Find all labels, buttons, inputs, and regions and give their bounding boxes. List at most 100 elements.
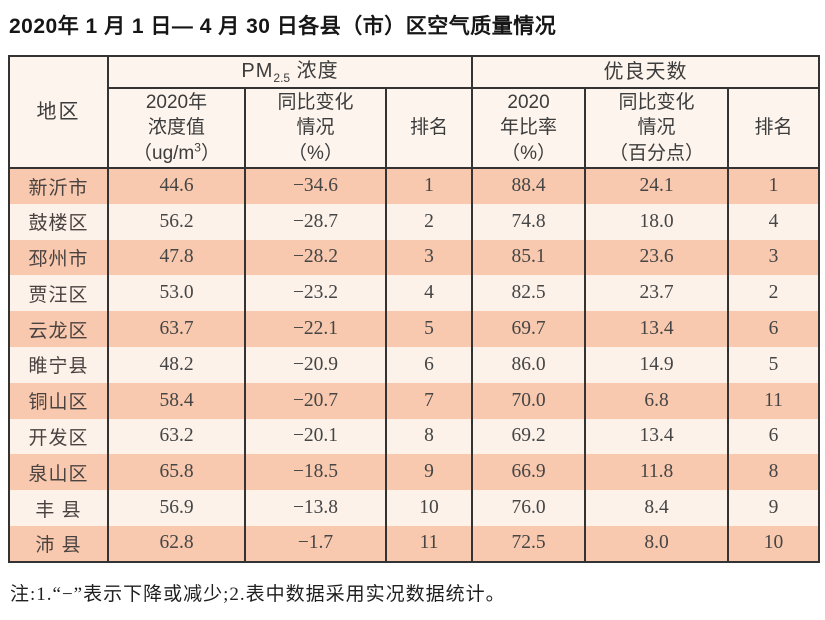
pm-change-cell: −1.7 (244, 525, 387, 562)
header-line: （百分点） (609, 142, 705, 164)
header-line: 2020年 (145, 92, 208, 114)
pm-value-cell: 62.8 (107, 525, 246, 562)
pm-value-cell: 58.4 (107, 382, 246, 419)
pm-rank-cell: 3 (384, 239, 474, 276)
days-change-cell: 23.6 (584, 239, 730, 276)
pm-change-cell: −22.1 (244, 311, 387, 347)
days-rank-cell: 8 (727, 454, 821, 491)
col-header-days-rate: 2020 年比率 （%） (471, 88, 587, 169)
pm-rank-cell: 8 (384, 418, 474, 455)
pm-rank-cell: 9 (384, 454, 474, 491)
pm-value-cell: 65.8 (107, 454, 246, 491)
header-group-row: 地区 PM2.5 浓度 优良天数 (8, 56, 821, 169)
days-change-cell: 11.8 (584, 454, 730, 491)
table-row: 邳州市 47.8 −28.2 3 85.1 23.6 3 (8, 239, 821, 276)
pm-rank-cell: 6 (384, 346, 474, 383)
pm-change-cell: −23.2 (244, 275, 387, 312)
region-cell: 铜山区 (8, 382, 109, 419)
col-header-days-change: 同比变化 情况 （百分点） (584, 88, 730, 169)
header-line: 年比率 (500, 117, 558, 139)
days-rank-cell: 10 (727, 525, 821, 562)
days-rank-cell: 11 (727, 382, 821, 419)
pm-change-cell: −13.8 (244, 490, 387, 526)
region-cell: 新沂市 (8, 168, 109, 204)
col-header-region: 地区 (8, 56, 109, 169)
pm-value-cell: 44.6 (107, 168, 246, 204)
pm-rank-cell: 1 (384, 168, 474, 204)
col-header-days-rank: 排名 (727, 88, 821, 169)
header-unit-suffix: ） (200, 142, 220, 164)
days-change-cell: 6.8 (584, 382, 730, 419)
pm25-label-prefix: PM (241, 59, 274, 82)
table-row: 新沂市 44.6 −34.6 1 88.4 24.1 1 (8, 168, 821, 204)
days-rank-cell: 6 (727, 311, 821, 347)
table-row: 云龙区 63.7 −22.1 5 69.7 13.4 6 (8, 311, 821, 347)
pm25-label-subscript: 2.5 (273, 70, 291, 85)
days-rate-cell: 69.2 (471, 418, 587, 455)
region-cell: 睢宁县 (8, 346, 109, 383)
col-header-pm-change: 同比变化 情况 （%） (244, 88, 387, 169)
good-days-group-label: 优良天数 (603, 60, 688, 83)
header-line: 同比变化 (277, 92, 354, 114)
header-line: （ug/m3） (133, 140, 220, 164)
pm-change-cell: −20.7 (244, 382, 387, 419)
col-header-pm-value: 2020年 浓度值 （ug/m3） (107, 88, 246, 169)
pm-rank-cell: 5 (384, 311, 474, 347)
footnote: 注:1.“−”表示下降或减少;2.表中数据采用实况数据统计。 (10, 583, 506, 605)
header-line: （%） (501, 142, 556, 164)
days-rate-cell: 72.5 (471, 525, 587, 562)
days-rate-cell: 85.1 (471, 239, 587, 276)
days-rank-cell: 9 (727, 490, 821, 526)
col-group-good-days: 优良天数 (471, 56, 821, 89)
pm-change-cell: −20.1 (244, 418, 387, 455)
header-line: （%） (288, 142, 343, 164)
pm-rank-cell: 11 (384, 525, 474, 562)
days-change-cell: 8.0 (584, 525, 730, 562)
pm-change-cell: −34.6 (244, 168, 387, 204)
pm-value-cell: 48.2 (107, 346, 246, 383)
region-cell: 沛 县 (8, 525, 109, 562)
days-change-cell: 14.9 (584, 346, 730, 383)
days-rank-cell: 4 (727, 203, 821, 240)
days-rate-cell: 74.8 (471, 203, 587, 240)
region-cell: 丰 县 (8, 490, 109, 526)
days-change-cell: 23.7 (584, 275, 730, 312)
table-row: 开发区 63.2 −20.1 8 69.2 13.4 6 (8, 418, 821, 455)
days-change-cell: 18.0 (584, 203, 730, 240)
region-cell: 贾汪区 (8, 275, 109, 312)
days-rank-cell: 2 (727, 275, 821, 312)
days-rank-cell: 3 (727, 239, 821, 276)
region-cell: 邳州市 (8, 239, 109, 276)
pm25-group-label: PM2.5 浓度 (241, 59, 339, 85)
table-row: 睢宁县 48.2 −20.9 6 86.0 14.9 5 (8, 346, 821, 383)
pm-change-cell: −28.2 (244, 239, 387, 276)
table-header: 地区 PM2.5 浓度 优良天数 2020年 浓度值 （ug/m3） 同比变化 … (8, 56, 821, 169)
table-row: 铜山区 58.4 −20.7 7 70.0 6.8 11 (8, 382, 821, 419)
col-header-pm-rank: 排名 (384, 88, 474, 169)
page-title: 2020年 1 月 1 日— 4 月 30 日各县（市）区空气质量情况 (9, 15, 557, 38)
header-unit-superscript: 3 (194, 140, 201, 155)
days-rate-cell: 86.0 (471, 346, 587, 383)
pm25-label-suffix: 浓度 (290, 59, 339, 82)
header-line: 同比变化 (618, 92, 695, 114)
days-rate-cell: 66.9 (471, 454, 587, 491)
days-rank-cell: 5 (727, 346, 821, 383)
days-rank-cell: 6 (727, 418, 821, 455)
header-line: 情况 (296, 117, 335, 139)
days-rate-cell: 69.7 (471, 311, 587, 347)
pm-value-cell: 53.0 (107, 275, 246, 312)
header-unit-prefix: （ug/m (133, 142, 195, 164)
pm-value-cell: 63.2 (107, 418, 246, 455)
table-row: 沛 县 62.8 −1.7 11 72.5 8.0 10 (8, 525, 821, 562)
region-cell: 云龙区 (8, 311, 109, 347)
header-line: 情况 (637, 117, 676, 139)
table-row: 鼓楼区 56.2 −28.7 2 74.8 18.0 4 (8, 203, 821, 240)
pm-value-cell: 56.9 (107, 490, 246, 526)
pm-change-cell: −28.7 (244, 203, 387, 240)
days-rate-cell: 76.0 (471, 490, 587, 526)
pm-rank-cell: 7 (384, 382, 474, 419)
region-cell: 开发区 (8, 418, 109, 455)
pm-value-cell: 47.8 (107, 239, 246, 276)
pm-change-cell: −18.5 (244, 454, 387, 491)
